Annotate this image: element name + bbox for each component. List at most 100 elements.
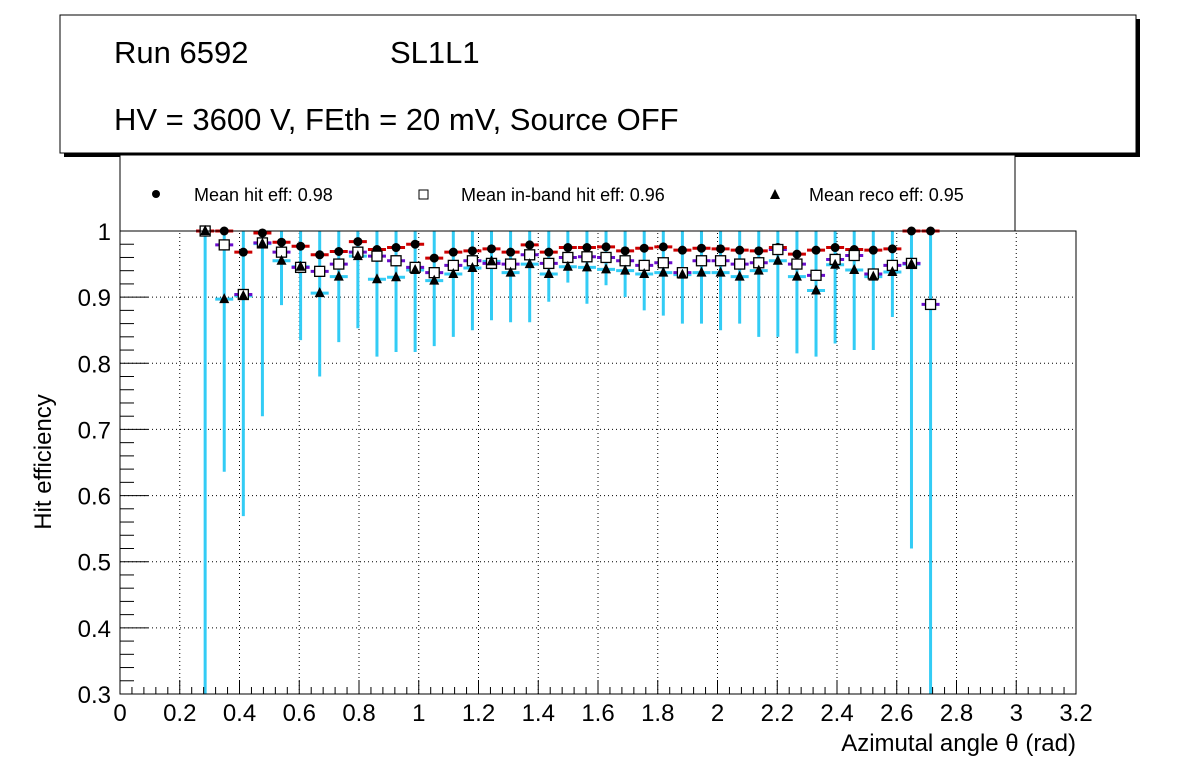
hit-point bbox=[830, 243, 840, 253]
reco-point bbox=[734, 270, 745, 281]
y-tick-label: 0.4 bbox=[78, 616, 111, 643]
reco-point bbox=[352, 250, 363, 261]
inband-point bbox=[695, 255, 708, 267]
hit-point bbox=[563, 243, 573, 253]
reco-point bbox=[581, 261, 592, 272]
title-box bbox=[59, 14, 1137, 154]
x-tick-label: 0.2 bbox=[163, 700, 196, 727]
legend-box bbox=[119, 154, 1016, 232]
x-tick-label: 0 bbox=[113, 700, 126, 727]
reco-point bbox=[906, 258, 917, 269]
reco-point bbox=[772, 254, 783, 265]
x-axis-label: Azimutal angle θ (rad) bbox=[841, 730, 1076, 757]
reco-point bbox=[791, 270, 802, 281]
hit-point bbox=[506, 247, 516, 257]
inband-point bbox=[390, 255, 402, 267]
reco-point bbox=[410, 264, 421, 275]
inband-point bbox=[810, 269, 822, 281]
legend-hit: Mean hit eff: 0.98 bbox=[194, 185, 333, 205]
hit-point bbox=[544, 247, 554, 257]
reco-point bbox=[200, 225, 211, 235]
reco-point bbox=[333, 270, 344, 281]
y-tick-label: 1 bbox=[98, 219, 111, 246]
reco-point bbox=[715, 266, 726, 277]
hit-point bbox=[601, 242, 611, 252]
inband-point bbox=[543, 257, 555, 270]
reco-point bbox=[467, 262, 478, 273]
hit-point bbox=[658, 242, 668, 252]
hit-point bbox=[811, 245, 821, 255]
inband-point bbox=[581, 251, 593, 263]
reco-point bbox=[753, 264, 764, 275]
inband-point bbox=[333, 258, 345, 270]
y-tick-label: 0.8 bbox=[78, 351, 111, 378]
hit-point bbox=[296, 241, 306, 251]
x-tick-label: 0.8 bbox=[342, 700, 375, 727]
reco-point bbox=[696, 266, 707, 277]
run-label: Run 6592 bbox=[114, 35, 248, 70]
y-tick-label: 0.5 bbox=[78, 550, 111, 577]
reco-point bbox=[562, 260, 573, 271]
hit-point bbox=[792, 249, 802, 259]
inband-point bbox=[371, 250, 383, 262]
x-tick-label: 1.6 bbox=[581, 700, 614, 727]
x-tick-label: 2.4 bbox=[820, 700, 853, 727]
conditions-label: HV = 3600 V, FEth = 20 mV, Source OFF bbox=[114, 102, 679, 137]
x-tick-label: 1.4 bbox=[522, 700, 555, 727]
reco-point bbox=[276, 254, 287, 265]
reco-point bbox=[601, 263, 612, 274]
hit-point bbox=[315, 250, 325, 260]
hit-point bbox=[735, 245, 745, 255]
legend-inband: Mean in-band hit eff: 0.96 bbox=[461, 185, 665, 205]
inband-point bbox=[218, 239, 230, 251]
hit-point bbox=[448, 247, 458, 257]
reco-point bbox=[658, 266, 669, 277]
x-tick-label: 0.4 bbox=[223, 700, 256, 727]
x-tick-label: 3.2 bbox=[1059, 700, 1092, 727]
reco-point bbox=[811, 284, 822, 295]
reco-point bbox=[620, 264, 631, 275]
hit-point bbox=[410, 239, 420, 249]
inband-point bbox=[657, 257, 669, 269]
hit-point bbox=[754, 246, 764, 256]
hit-point bbox=[353, 237, 363, 247]
y-tick-label: 0.6 bbox=[78, 484, 111, 511]
reco-point bbox=[543, 267, 554, 278]
inband-point bbox=[848, 249, 860, 262]
hit-point bbox=[582, 243, 592, 253]
inband-point bbox=[791, 258, 803, 270]
x-tick-label: 1 bbox=[412, 700, 425, 727]
reco-point bbox=[391, 271, 402, 282]
reco-point bbox=[505, 266, 516, 277]
reco-point bbox=[219, 293, 230, 304]
reco-point bbox=[448, 267, 459, 278]
x-tick-label: 2.2 bbox=[761, 700, 794, 727]
x-tick-label: 2.8 bbox=[940, 700, 973, 727]
reco-point bbox=[486, 255, 497, 266]
hit-point bbox=[868, 245, 878, 255]
reco-point bbox=[314, 287, 325, 298]
y-tick-label: 0.9 bbox=[78, 285, 111, 312]
x-tick-label: 3 bbox=[1010, 700, 1023, 727]
hit-point bbox=[716, 244, 726, 254]
reco-point bbox=[524, 258, 535, 269]
x-tick-label: 2.6 bbox=[880, 700, 913, 727]
hit-point bbox=[887, 244, 897, 254]
reco-point bbox=[887, 266, 898, 277]
y-tick-label: 0.7 bbox=[78, 417, 111, 444]
reco-point bbox=[868, 270, 879, 281]
inband-point bbox=[924, 298, 937, 311]
legend-triangle-marker bbox=[770, 189, 780, 199]
hit-point bbox=[238, 247, 248, 257]
x-tick-label: 1.8 bbox=[641, 700, 674, 727]
hit-point bbox=[257, 228, 267, 238]
hit-point bbox=[486, 244, 496, 254]
legend-reco: Mean reco eff: 0.95 bbox=[809, 185, 964, 205]
hit-point bbox=[334, 247, 344, 257]
reco-point bbox=[295, 260, 306, 271]
legend-square-marker bbox=[418, 189, 429, 200]
inband-point bbox=[619, 255, 631, 267]
y-axis-label: Hit efficiency bbox=[30, 394, 57, 530]
